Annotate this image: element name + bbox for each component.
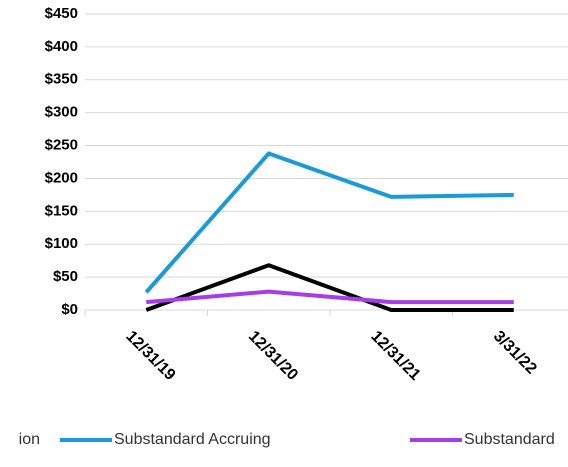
y-tick-label: $250	[45, 137, 78, 154]
legend-label: Substandard Accruing	[114, 431, 271, 448]
x-tick-label: 12/31/20	[245, 328, 301, 384]
y-tick-label: $150	[45, 202, 78, 219]
legend-label: Substandard	[464, 431, 555, 448]
y-tick-label: $450	[45, 5, 78, 22]
y-tick-label: $100	[45, 235, 78, 252]
y-tick-label: $400	[45, 38, 78, 55]
series-line	[146, 289, 514, 305]
y-tick-label: $300	[45, 104, 78, 121]
legend-label: ion	[19, 431, 40, 448]
x-tick-label: 12/31/21	[367, 328, 423, 384]
x-tick-label: 3/31/22	[490, 328, 540, 378]
series-line	[144, 151, 514, 294]
series-line	[145, 263, 514, 312]
y-tick-label: $200	[45, 169, 78, 186]
y-tick-label: $0	[61, 301, 78, 318]
y-tick-label: $350	[45, 71, 78, 88]
x-tick-label: 12/31/19	[122, 328, 178, 384]
y-tick-label: $50	[53, 268, 78, 285]
